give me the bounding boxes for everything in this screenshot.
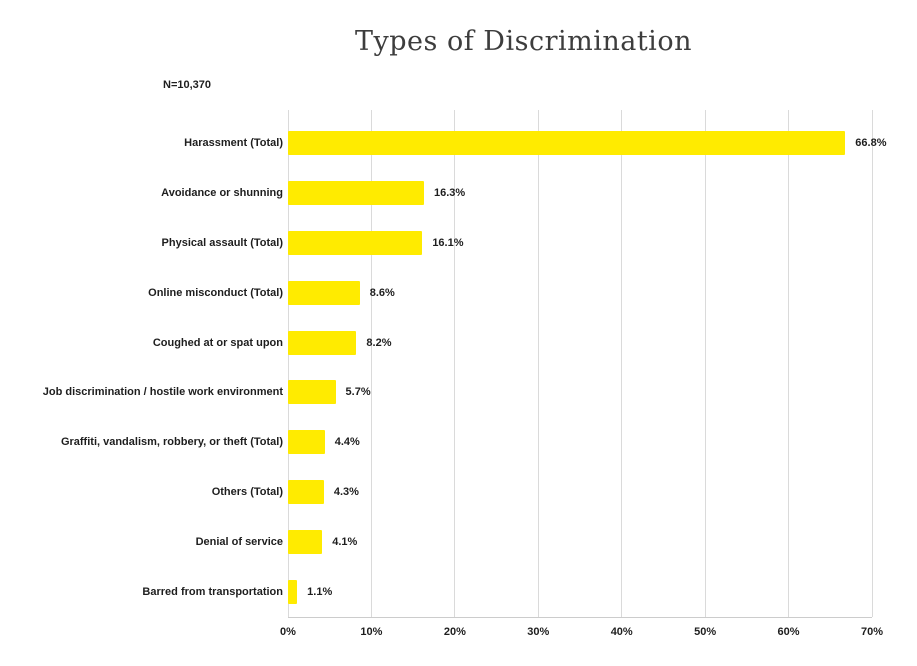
sample-size-label: N=10,370 [163,79,212,91]
gridline [370,110,372,617]
value-label: 8.6% [369,286,395,299]
category-label: Denial of service [195,536,283,549]
chart-title: Types of Discrimination [355,26,692,57]
gridline [287,110,289,617]
x-axis: 0% 10% 20% 30% 40% 50% 60% 70% [280,626,883,642]
value-label: 4.3% [333,486,359,499]
gridline [788,110,790,617]
bar [288,530,323,555]
x-axis-tick-label: 60% [777,626,800,638]
x-axis-tick-label: 0% [280,626,296,638]
value-label: 16.3% [433,186,466,199]
gridline [537,110,539,617]
plot-area [287,110,873,618]
value-label: 8.2% [366,336,392,349]
x-axis-tick-label: 70% [860,626,884,638]
bar-row: Avoidance or shunning 16.3% [40,168,872,218]
category-label: Harassment (Total) [184,136,283,149]
bar-row: Graffiti, vandalism, robbery, or theft (… [40,417,872,467]
value-label: 5.7% [345,386,371,399]
bar-row: Online misconduct (Total) 8.6% [40,268,872,318]
bar [288,180,424,205]
value-label: 4.1% [332,536,358,549]
bar [288,480,324,505]
bar [288,230,423,255]
bar [288,330,357,355]
bar-row: Barred from transportation 1.1% [40,567,872,617]
category-label: Avoidance or shunning [161,186,283,199]
category-label: Physical assault (Total) [161,236,283,249]
bar [288,430,325,455]
value-label: 66.8% [855,136,887,149]
bar-row: Physical assault (Total) 16.1% [40,218,872,268]
bar-row: Others (Total) 4.3% [40,467,872,517]
category-label: Coughed at or spat upon [152,336,283,349]
value-label: 16.1% [432,236,464,249]
gridline [871,110,873,617]
value-label: 4.4% [334,436,360,449]
gridline [704,110,706,617]
x-axis-tick-label: 50% [694,626,717,638]
bar [288,280,360,305]
category-label: Online misconduct (Total) [148,286,283,299]
gridline [621,110,623,617]
bar [288,380,336,405]
x-axis-tick-label: 40% [610,626,633,638]
bar [288,130,846,155]
category-label: Graffiti, vandalism, robbery, or theft (… [60,436,283,449]
category-label: Others (Total) [211,486,283,499]
bar-row: Coughed at or spat upon 8.2% [40,318,872,368]
bar-rows: Harassment (Total) 66.8% Avoidance or shun… [40,118,887,617]
bar-row: Denial of service 4.1% [40,517,872,567]
bar-row: Job discrimination / hostile work enviro… [40,368,872,418]
x-axis-tick-label: 30% [527,626,550,638]
x-axis-tick-label: 20% [443,626,466,638]
category-label: Job discrimination / hostile work enviro… [42,386,283,399]
gridline [454,110,456,617]
x-axis-tick-label: 10% [360,626,383,638]
bar [288,580,298,605]
bar-row: Harassment (Total) 66.8% [40,118,887,168]
category-label: Barred from transportation [142,586,283,599]
value-label: 1.1% [307,586,333,599]
